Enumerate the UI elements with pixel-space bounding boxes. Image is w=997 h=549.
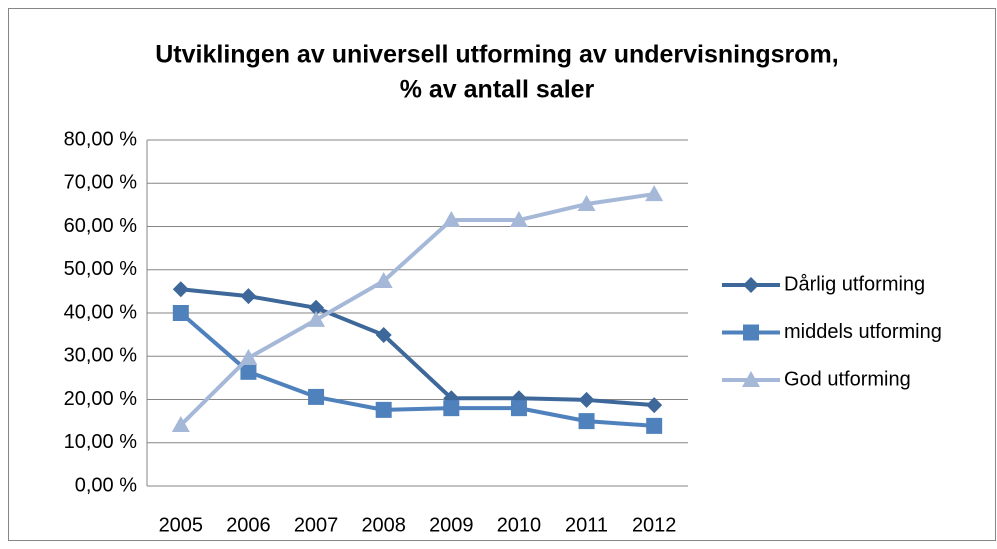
x-tick-label: 2007 bbox=[294, 514, 339, 536]
x-tick-label: 2010 bbox=[497, 514, 542, 536]
marker bbox=[375, 327, 392, 344]
y-tick-label: 0,00 % bbox=[75, 474, 137, 496]
x-tick-label: 2006 bbox=[226, 514, 271, 536]
legend-label: middels utforming bbox=[784, 321, 942, 343]
marker bbox=[375, 401, 392, 418]
y-tick-label: 30,00 % bbox=[64, 345, 138, 367]
x-tick-label: 2005 bbox=[159, 514, 204, 536]
marker bbox=[509, 211, 528, 228]
chart-title: Utviklingen av universell utforming av u… bbox=[155, 41, 838, 69]
marker bbox=[172, 281, 189, 298]
marker bbox=[578, 391, 595, 408]
marker bbox=[742, 371, 760, 387]
marker bbox=[743, 277, 759, 293]
y-tick-label: 10,00 % bbox=[64, 431, 138, 453]
marker bbox=[578, 413, 595, 430]
y-tick-label: 40,00 % bbox=[64, 301, 138, 323]
marker bbox=[308, 299, 325, 316]
marker bbox=[374, 271, 393, 288]
series-line bbox=[180, 287, 655, 408]
series-line bbox=[179, 192, 655, 427]
legend-label: God utforming bbox=[784, 368, 911, 390]
marker bbox=[171, 416, 190, 433]
x-tick-label: 2012 bbox=[632, 514, 677, 536]
marker bbox=[645, 185, 664, 202]
marker bbox=[577, 195, 596, 212]
y-tick-label: 20,00 % bbox=[64, 388, 138, 410]
marker bbox=[172, 305, 189, 321]
x-tick-label: 2009 bbox=[429, 514, 474, 536]
marker bbox=[510, 400, 527, 417]
series-line bbox=[179, 311, 655, 428]
x-tick-label: 2008 bbox=[361, 514, 406, 536]
x-tick-label: 2011 bbox=[565, 514, 608, 536]
marker bbox=[442, 211, 461, 228]
chart-border bbox=[8, 8, 996, 541]
marker bbox=[240, 288, 257, 305]
marker bbox=[443, 400, 460, 417]
y-tick-label: 70,00 % bbox=[64, 172, 138, 194]
y-tick-label: 50,00 % bbox=[64, 258, 138, 280]
marker bbox=[308, 388, 325, 405]
marker bbox=[240, 363, 257, 380]
marker bbox=[307, 310, 326, 327]
chart-title: % av antall saler bbox=[400, 76, 595, 104]
legend-label: Dårlig utforming bbox=[784, 273, 925, 295]
marker bbox=[743, 324, 759, 341]
marker bbox=[646, 417, 663, 434]
y-tick-label: 60,00 % bbox=[64, 215, 138, 237]
y-tick-label: 80,00 % bbox=[64, 128, 138, 150]
marker bbox=[239, 348, 258, 365]
marker bbox=[646, 397, 663, 414]
